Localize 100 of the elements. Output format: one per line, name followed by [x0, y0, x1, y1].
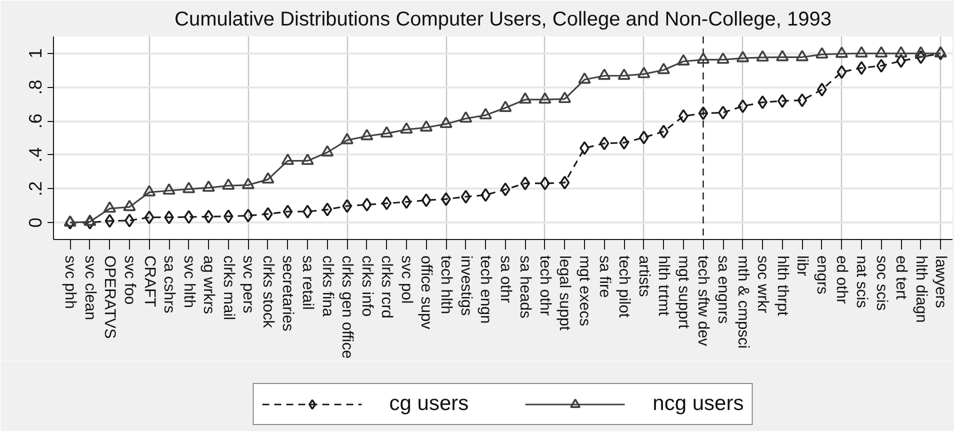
- point: [558, 92, 572, 103]
- point: [599, 136, 610, 150]
- y-tick-label: .8: [26, 80, 46, 95]
- point: [698, 106, 708, 120]
- x-tick-label: tech othr: [536, 256, 554, 316]
- legend-label: cg users: [389, 392, 469, 416]
- point: [162, 183, 176, 195]
- point: [618, 68, 630, 80]
- x-tick-label: office supv: [418, 256, 435, 330]
- x-tick-label: hlth thrpt: [774, 256, 791, 317]
- x-tick-label: artists: [635, 256, 652, 298]
- x-tick-label: mgt execs: [576, 256, 594, 326]
- point: [301, 154, 314, 165]
- point: [223, 209, 234, 224]
- point: [816, 47, 828, 59]
- point: [421, 193, 432, 208]
- point: [696, 52, 710, 64]
- point: [202, 180, 216, 192]
- point: [856, 61, 866, 75]
- point: [500, 182, 510, 196]
- x-tick-label: clrks gen office: [338, 256, 356, 359]
- x-tick-label: mth & cmpsci: [734, 256, 752, 349]
- point: [103, 201, 116, 213]
- point: [402, 195, 412, 209]
- point: [184, 210, 194, 224]
- point: [677, 54, 690, 66]
- point: [263, 207, 273, 221]
- point: [598, 68, 611, 80]
- point: [896, 54, 906, 68]
- legend-label: ncg users: [652, 392, 744, 416]
- x-tick-label: sa othr: [496, 256, 514, 303]
- x-tick-label: sa fire: [596, 256, 613, 298]
- point: [420, 120, 433, 132]
- point: [222, 178, 235, 190]
- point: [380, 126, 394, 138]
- point: [182, 182, 196, 194]
- x-tick-label: clrks mail: [220, 256, 237, 320]
- point: [874, 46, 888, 58]
- x-tick-label: investigs: [457, 256, 474, 316]
- x-tick-label: clrks fina: [318, 256, 336, 318]
- point: [777, 94, 788, 108]
- point: [934, 46, 948, 58]
- point: [282, 204, 293, 218]
- x-tick-label: svc pers: [240, 256, 257, 314]
- point: [400, 122, 413, 134]
- x-tick-label: clrks info: [358, 256, 376, 317]
- point: [894, 46, 908, 58]
- point: [360, 128, 374, 140]
- y-tick-label: 0: [26, 218, 46, 228]
- x-tick-label: CRAFT: [140, 256, 158, 308]
- point: [658, 124, 669, 138]
- point: [84, 214, 96, 226]
- y-tick-label: .6: [26, 114, 46, 129]
- x-tick-label: OPERATVS: [101, 256, 118, 339]
- x-tick-label: tech engn: [477, 256, 494, 324]
- x-tick-label: tech hlth: [438, 256, 455, 314]
- point: [342, 199, 352, 213]
- point: [796, 50, 809, 62]
- x-tick-label: legal suppt: [556, 256, 574, 332]
- point: [835, 46, 848, 58]
- x-tick-label: mgt supprt: [674, 256, 692, 330]
- x-tick-label: engrs: [813, 256, 830, 295]
- point: [756, 50, 769, 62]
- point: [322, 202, 332, 216]
- point: [459, 111, 472, 123]
- x-tick-label: sa heads: [516, 256, 534, 319]
- point: [302, 204, 312, 218]
- point: [243, 208, 254, 223]
- x-tick-label: svc clean: [81, 256, 98, 320]
- point: [144, 210, 154, 224]
- x-tick-label: secretaries: [279, 256, 296, 332]
- point: [320, 145, 334, 156]
- x-tick-label: tech sftw dev: [694, 256, 712, 346]
- x-tick-label: clrks stock: [259, 256, 276, 328]
- x-tick-label: sa engnrs: [714, 256, 732, 324]
- point: [836, 65, 847, 79]
- x-tick-label: sa cshrs: [160, 256, 178, 314]
- point: [242, 178, 255, 190]
- point: [142, 185, 156, 196]
- point: [916, 50, 926, 64]
- x-tick-label: libr: [794, 256, 811, 276]
- point: [382, 196, 392, 210]
- x-tick-label: svc pol: [398, 256, 415, 304]
- point: [124, 214, 134, 228]
- point: [480, 188, 490, 202]
- x-tick-label: clrks rcrd: [378, 256, 396, 318]
- point: [498, 100, 512, 112]
- x-tick-label: soc scis: [872, 256, 890, 311]
- point: [518, 92, 532, 104]
- point: [657, 62, 670, 74]
- point: [460, 190, 471, 204]
- x-tick-label: sa retail: [299, 256, 316, 310]
- point: [440, 116, 452, 128]
- point: [914, 46, 928, 58]
- x-tick-label: svc hlth: [180, 256, 198, 308]
- x-tick-label: ed tert: [892, 256, 910, 300]
- x-tick-label: svc foo: [120, 256, 138, 305]
- x-tick-label: ag wrkrs: [200, 256, 218, 314]
- x-tick-label: hlth trtmt: [655, 256, 672, 316]
- y-tick-label: .2: [26, 181, 46, 196]
